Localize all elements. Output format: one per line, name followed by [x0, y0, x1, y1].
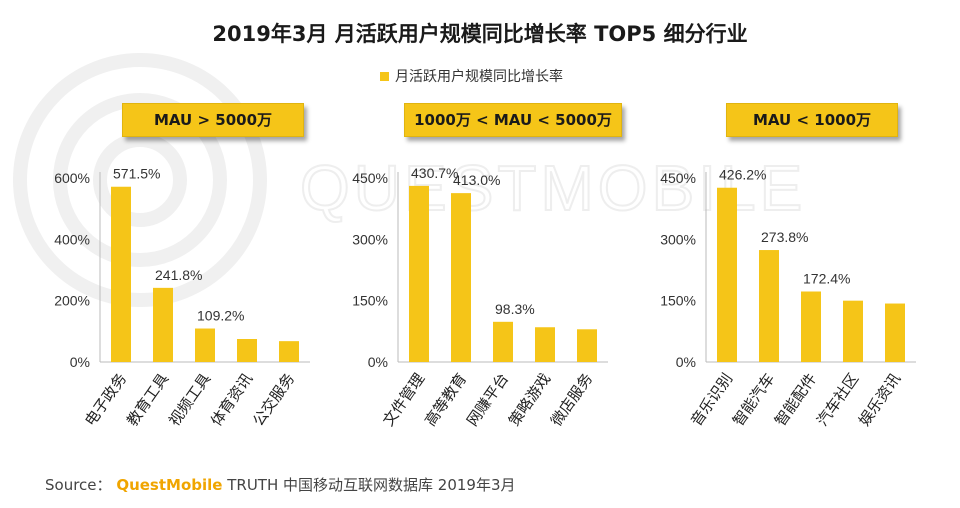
bar [493, 321, 513, 362]
bar [279, 341, 299, 362]
bar [801, 291, 821, 362]
bar [577, 329, 597, 362]
bar-chart-1: 0% 200% 400% 600% 571.5% 电子政务 241.8% 教育工具 109.2%… [54, 166, 310, 429]
x-tick-label: 音乐识别 [687, 370, 736, 429]
x-tick-label: 娱乐资讯 [855, 370, 904, 429]
panel-mau-under-1000w: MAU < 1000万 0% 150% 300% 450% 426.2% 音乐识别 273.… [646, 100, 946, 450]
y-tick-label: 400% [54, 231, 90, 247]
y-tick-label: 0% [676, 354, 696, 370]
source-brand: QuestMobile [116, 476, 223, 494]
bar [717, 187, 737, 362]
x-tick-label: 视频工具 [165, 370, 214, 429]
bar [153, 287, 173, 362]
bar [195, 328, 215, 362]
y-tick-label: 300% [660, 231, 696, 247]
bar [409, 185, 429, 362]
bar [451, 193, 471, 362]
x-tick-label: 网赚平台 [463, 370, 512, 429]
data-label: 172.4% [803, 271, 850, 287]
y-tick-label: 450% [352, 170, 388, 186]
data-label: 571.5% [113, 166, 160, 182]
y-tick-label: 0% [70, 354, 90, 370]
x-tick-label: 高等教育 [421, 370, 470, 429]
data-label: 241.8% [155, 267, 202, 283]
data-label: 413.0% [453, 172, 500, 188]
y-tick-label: 300% [352, 231, 388, 247]
x-tick-label: 策略游戏 [505, 370, 554, 429]
x-tick-label: 汽车社区 [813, 370, 862, 429]
bar [843, 300, 863, 362]
data-label: 109.2% [197, 308, 244, 324]
x-tick-label: 电子政务 [81, 370, 130, 429]
y-tick-label: 200% [54, 293, 90, 309]
bar [535, 327, 555, 362]
y-tick-label: 0% [368, 354, 388, 370]
x-tick-label: 智能汽车 [729, 370, 778, 429]
panel-mau-over-5000w: MAU > 5000万 0% 200% 400% 600% 571.5% 电子政务 241.… [40, 100, 340, 450]
legend: 月活跃用户规模同比增长率 [380, 66, 563, 86]
x-tick-label: 体育资讯 [207, 370, 256, 429]
chart-title: 2019年3月 月活跃用户规模同比增长率 TOP5 细分行业 [212, 22, 748, 46]
x-tick-label: 文件管理 [379, 370, 428, 429]
x-tick-label: 微店服务 [547, 370, 596, 429]
source-prefix: Source： [45, 476, 112, 494]
data-label: 426.2% [719, 167, 766, 183]
x-tick-label: 公交服务 [249, 370, 298, 429]
data-label: 430.7% [411, 165, 458, 181]
source-line: Source： QuestMobile TRUTH 中国移动互联网数据库 201… [45, 474, 516, 495]
bar [237, 339, 257, 362]
bar [111, 186, 131, 362]
panel-mau-1000w-5000w: 1000万 < MAU < 5000万 0% 150% 300% 450% 430.7%… [338, 100, 638, 450]
bar-chart-3: 0% 150% 300% 450% 426.2% 音乐识别 273.8% 智能汽车 172.4%… [660, 167, 916, 429]
segment-label: MAU > 5000万 [122, 103, 304, 137]
y-tick-label: 150% [660, 293, 696, 309]
segment-label: MAU < 1000万 [726, 103, 898, 137]
legend-swatch [380, 71, 389, 81]
y-tick-label: 600% [54, 170, 90, 186]
data-label: 273.8% [761, 229, 808, 245]
x-tick-label: 智能配件 [771, 370, 820, 429]
source-rest: TRUTH 中国移动互联网数据库 2019年3月 [227, 476, 516, 494]
y-tick-label: 150% [352, 293, 388, 309]
bar-chart-2: 0% 150% 300% 450% 430.7% 文件管理 413.0% 高等教育 98.3% 网… [352, 165, 608, 429]
data-label: 98.3% [495, 301, 535, 317]
bar [759, 250, 779, 362]
legend-label: 月活跃用户规模同比增长率 [395, 69, 563, 85]
bar [885, 303, 905, 362]
y-tick-label: 450% [660, 170, 696, 186]
x-tick-label: 教育工具 [123, 370, 172, 429]
segment-label: 1000万 < MAU < 5000万 [404, 103, 622, 137]
